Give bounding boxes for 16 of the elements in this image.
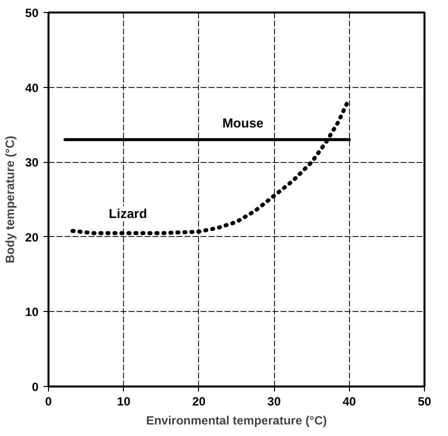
x-tick-label: 0: [45, 394, 52, 408]
y-tick-label: 40: [25, 80, 39, 95]
y-tick-label: 20: [25, 230, 39, 244]
x-tick-label: 10: [117, 394, 131, 408]
y-tick-label: 30: [25, 156, 39, 170]
x-tick-label: 30: [267, 394, 282, 408]
x-tick-label: 50: [418, 394, 432, 408]
y-tick-label: 0: [32, 380, 39, 394]
series-label: Lizard: [108, 206, 148, 222]
x-tick-label: 40: [342, 394, 356, 408]
x-tick-label: 20: [192, 394, 206, 408]
series-label: Mouse: [222, 116, 264, 131]
y-axis-title: Body temperature (°C): [3, 136, 18, 264]
y-tick-label: 10: [25, 305, 39, 320]
x-axis-title: Environmental temperature (°C): [146, 414, 327, 428]
y-tick-label: 50: [25, 6, 39, 20]
